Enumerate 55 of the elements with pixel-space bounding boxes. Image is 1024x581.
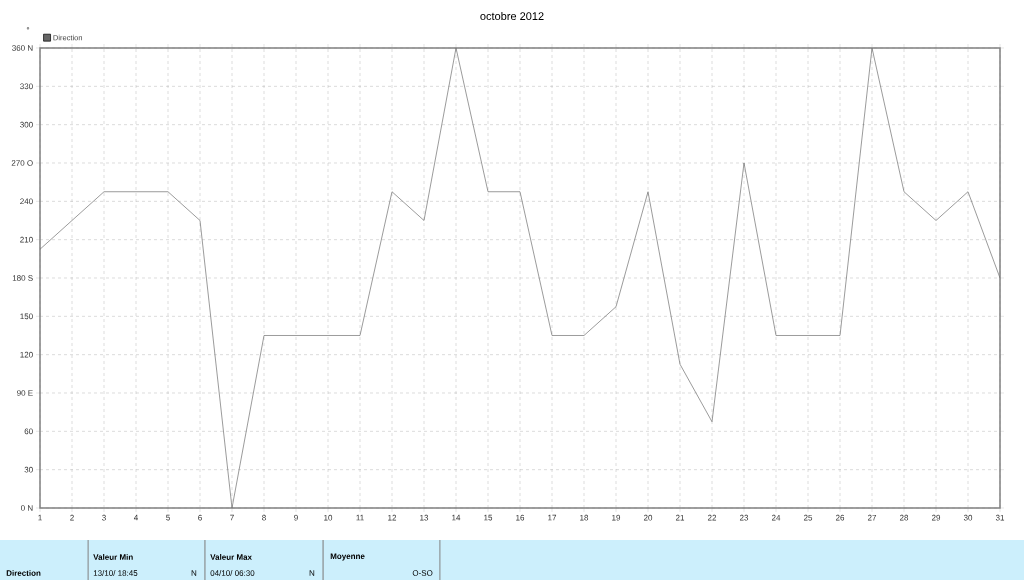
x-tick-label: 21 <box>675 515 685 521</box>
x-tick-label: 30 <box>963 515 973 521</box>
x-tick-label: 3 <box>102 515 106 521</box>
x-tick-label: 1 <box>38 515 42 521</box>
y-tick-label: 60 <box>24 428 33 435</box>
y-tick-label: 330 <box>20 83 33 90</box>
x-tick-label: 19 <box>612 515 621 521</box>
x-tick-label: 4 <box>133 515 138 521</box>
chart-title: octobre 2012 <box>480 12 544 21</box>
x-tick-label: 14 <box>452 515 461 521</box>
x-tick-label: 22 <box>707 515 717 521</box>
x-tick-label: 29 <box>931 515 941 521</box>
text: 04/10/ 06:30 <box>210 570 255 577</box>
text: 13/10/ 18:45 <box>93 570 138 577</box>
y-tick-label: 180 S <box>12 275 33 282</box>
x-tick-label: 23 <box>739 515 749 521</box>
x-tick-label: 13 <box>420 515 429 521</box>
text: O-SO <box>412 570 433 577</box>
x-tick-label: 28 <box>899 515 909 521</box>
y-tick-label: 0 N <box>21 505 33 512</box>
y-tick-label: 360 N <box>12 45 33 52</box>
x-tick-label: 10 <box>324 515 333 521</box>
x-tick-label: 15 <box>484 515 493 521</box>
x-tick-label: 8 <box>262 515 266 521</box>
x-tick-label: 5 <box>166 515 170 521</box>
text: Valeur Min <box>93 554 133 561</box>
x-tick-label: 12 <box>388 515 397 521</box>
x-tick-label: 6 <box>198 515 202 521</box>
text: ° <box>26 27 30 30</box>
x-tick-label: 26 <box>835 515 845 521</box>
y-tick-label: 240 <box>20 198 33 205</box>
x-tick-label: 18 <box>580 515 589 521</box>
text: Moyenne <box>330 553 365 561</box>
x-tick-label: 7 <box>230 515 234 521</box>
x-tick-label: 16 <box>516 515 525 521</box>
x-tick-label: 27 <box>867 515 877 521</box>
x-tick-label: 31 <box>995 515 1005 521</box>
x-tick-label: 2 <box>70 515 74 521</box>
y-tick-label: 90 E <box>17 390 33 397</box>
y-tick-label: 300 <box>20 122 33 128</box>
x-tick-label: 9 <box>294 515 298 521</box>
x-tick-label: 24 <box>771 515 781 521</box>
text: N <box>309 570 315 576</box>
x-tick-label: 17 <box>548 515 557 521</box>
text: Direction <box>6 570 41 577</box>
x-tick-label: 20 <box>643 515 653 521</box>
y-tick-label: 30 <box>24 467 33 473</box>
x-tick-label: 11 <box>356 515 364 521</box>
y-tick-label: 270 O <box>11 160 33 167</box>
y-tick-label: 120 <box>20 352 33 358</box>
x-tick-label: 25 <box>803 515 813 521</box>
y-tick-label: 150 <box>20 313 33 320</box>
text: N <box>191 570 197 576</box>
y-tick-label: 210 <box>20 237 33 243</box>
text: Valeur Max <box>210 554 252 561</box>
